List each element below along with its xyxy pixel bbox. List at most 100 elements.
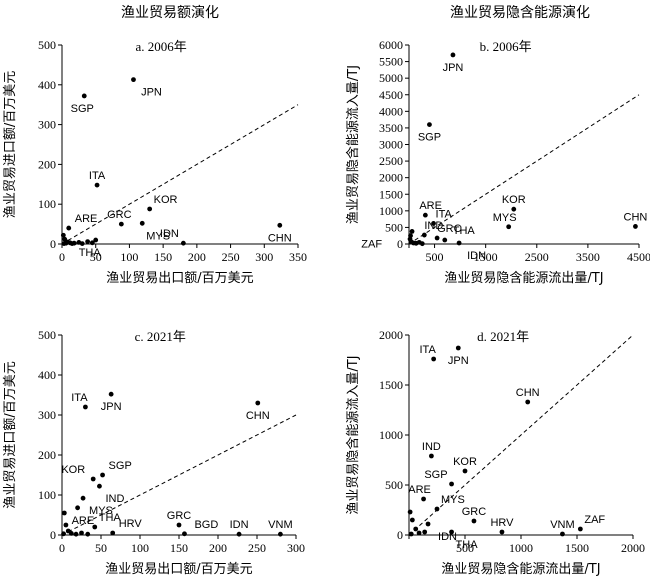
point-label: IDN — [467, 250, 486, 262]
data-point — [75, 505, 80, 511]
y-tick-label: 300 — [38, 118, 56, 132]
data-point — [413, 526, 419, 532]
point-label: CHN — [516, 387, 540, 399]
y-axis-title: 渔业贸易隐含能源流入量/TJ — [345, 355, 361, 514]
data-point — [421, 232, 427, 238]
point-label: THA — [79, 247, 102, 259]
data-point — [110, 530, 116, 536]
x-axis-title: 渔业贸易隐含能源流出量/TJ — [444, 270, 603, 286]
chart-panel-1: 0 100 200 300 400 500 0 50 100 150 200 250 300 350 a. … — [3, 38, 307, 286]
data-point — [471, 518, 477, 524]
point-label: SGP — [424, 469, 447, 481]
y-tick-label: 100 — [38, 197, 56, 211]
point-label: BGD — [194, 519, 218, 531]
y-tick-label: 1500 — [379, 187, 403, 201]
data-point — [61, 531, 66, 537]
panel-title: d. 2021年 — [477, 329, 529, 344]
point-label: ZAF — [584, 514, 605, 526]
y-tick-label: 0 — [50, 528, 56, 542]
point-label: KOR — [502, 194, 526, 206]
data-point — [429, 453, 434, 459]
data-point — [131, 77, 136, 83]
point-label: MYS — [146, 230, 170, 242]
point-label: CHN — [246, 410, 270, 422]
y-tick-label: 1500 — [379, 378, 403, 392]
data-point — [449, 481, 454, 487]
y-tick-label: 400 — [38, 78, 56, 92]
data-point — [407, 509, 413, 515]
point-label: ITA — [89, 170, 106, 182]
data-point — [60, 232, 66, 238]
data-point — [93, 237, 99, 243]
data-point — [633, 224, 638, 229]
y-tick-label: 5000 — [379, 71, 403, 85]
data-point — [81, 93, 87, 99]
data-point — [427, 122, 432, 127]
x-tick-label: 50 — [95, 541, 107, 555]
y-tick-label: 6000 — [379, 38, 403, 52]
point-label: KOR — [453, 456, 477, 468]
data-point — [83, 404, 88, 410]
data-point — [431, 221, 436, 226]
x-tick-label: 2500 — [525, 250, 549, 264]
data-point — [278, 531, 283, 537]
point-label: GRC — [107, 209, 132, 221]
reference-line-y-equals-x — [408, 94, 640, 245]
data-point — [408, 233, 413, 239]
point-label: THA — [99, 512, 122, 524]
y-tick-label: 0 — [50, 237, 56, 251]
point-label: JPN — [448, 355, 469, 367]
x-tick-label: 0 — [59, 250, 65, 264]
data-point — [69, 241, 75, 247]
data-point — [89, 240, 95, 246]
data-point — [85, 239, 91, 245]
point-label: THA — [456, 539, 479, 551]
data-point — [434, 235, 440, 241]
point-label: ARE — [408, 484, 431, 496]
data-point — [449, 529, 454, 535]
data-point — [442, 237, 448, 243]
data-point — [85, 531, 91, 537]
data-point — [176, 522, 182, 528]
data-point — [525, 399, 531, 405]
x-tick-label: 150 — [170, 541, 188, 555]
point-label: SGP — [109, 460, 132, 472]
point-label: KOR — [61, 464, 85, 476]
data-point — [68, 531, 74, 536]
data-point — [422, 529, 428, 535]
point-label: IND — [424, 220, 443, 232]
x-axis-title: 渔业贸易隐含能源流出量/TJ — [441, 561, 600, 577]
data-point — [456, 240, 462, 246]
data-point — [577, 526, 583, 532]
point-label: MYS — [441, 494, 465, 506]
x-tick-label: 2000 — [621, 541, 645, 555]
y-tick-label: 200 — [38, 157, 56, 171]
panel-title: a. 2006年 — [135, 39, 186, 54]
chart-panel-2: 0 500 1000 1500 2000 2500 3000 3500 4000 4500 5000… — [345, 38, 650, 286]
y-tick-label: 2000 — [379, 171, 403, 185]
data-point — [73, 531, 79, 537]
point-label: IND — [422, 441, 441, 453]
data-point — [419, 241, 425, 247]
x-tick-label: 500 — [426, 250, 444, 264]
data-point — [80, 495, 86, 501]
x-tick-label: 250 — [222, 250, 240, 264]
chart-panel-3: 0 100 200 300 400 500 0 50 100 150 200 250 300 c. 202… — [3, 328, 305, 577]
y-tick-label: 3500 — [379, 121, 403, 135]
chart-panel-4: 0 500 1000 1500 2000 500 1000 1500 2000 d. 2021年渔… — [345, 328, 645, 577]
x-tick-label: 200 — [188, 250, 206, 264]
data-point — [409, 517, 415, 523]
point-label: KOR — [154, 194, 178, 206]
reference-line-y-equals-x — [61, 104, 299, 245]
y-tick-label: 1000 — [379, 204, 403, 218]
data-point — [108, 391, 114, 397]
point-label: GRC — [437, 223, 462, 235]
data-point — [94, 182, 100, 188]
data-point — [66, 225, 72, 231]
data-point — [511, 206, 517, 212]
data-point — [90, 476, 96, 482]
y-tick-label: 1000 — [379, 428, 403, 442]
point-label: THA — [453, 225, 476, 237]
point-label: SGP — [418, 132, 441, 144]
